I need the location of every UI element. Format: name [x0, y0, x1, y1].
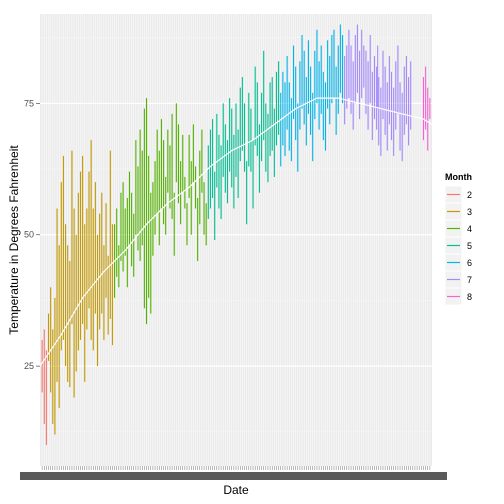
- y-tick-label: 25: [24, 361, 34, 371]
- legend: Month 2 3 4 5 6 7 8: [444, 172, 472, 306]
- data-bars: [41, 24, 431, 445]
- y-tick-label: 75: [24, 98, 34, 108]
- y-axis-title: Temperature in Degrees Fahrenheit: [7, 145, 21, 335]
- y-tick-label: 50: [24, 230, 34, 240]
- x-tick-labels-overlap: [20, 472, 447, 480]
- legend-label: 8: [467, 292, 472, 302]
- legend-label: 4: [467, 224, 472, 234]
- legend-label: 2: [467, 190, 472, 200]
- legend-label: 7: [467, 275, 472, 285]
- legend-title: Month: [445, 172, 472, 182]
- y-axis-ticks: 25 50 75: [24, 98, 40, 371]
- x-axis-title: Date: [223, 483, 249, 497]
- smooth-trend-line: [39, 97, 433, 367]
- legend-label: 3: [467, 207, 472, 217]
- x-axis-ticks: [20, 466, 447, 480]
- legend-label: 6: [467, 258, 472, 268]
- legend-label: 5: [467, 241, 472, 251]
- legend-items: 2 3 4 5 6 7 8: [444, 185, 472, 306]
